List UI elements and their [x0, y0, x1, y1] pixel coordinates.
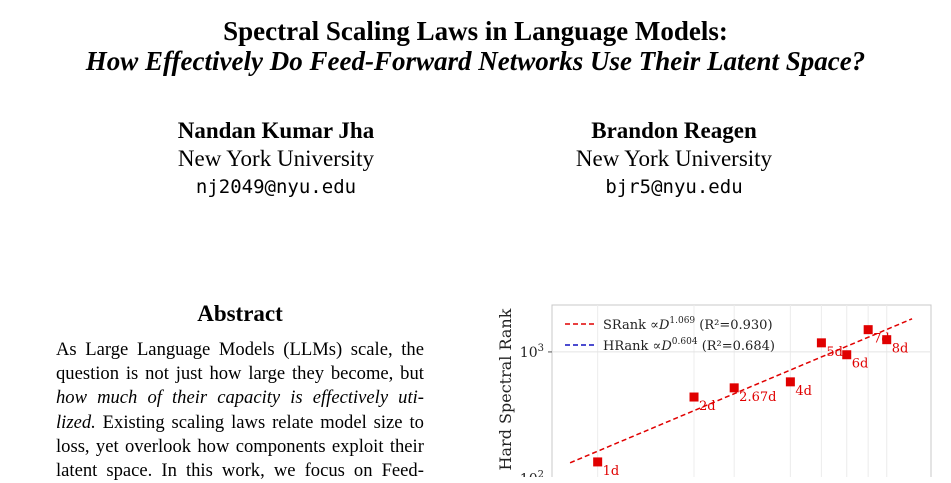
abstract-word: model [320, 411, 367, 433]
abstract-word: their [389, 435, 424, 457]
abstract-word: is [290, 387, 303, 409]
abstract-word: relate [272, 411, 314, 433]
author-name: Nandan Kumar Jha [177, 118, 375, 143]
data-point-label: 8d [892, 342, 909, 357]
abstract-word: the [401, 339, 424, 360]
data-point [842, 350, 852, 360]
abstract-word: just [175, 363, 203, 385]
abstract-word: Language [136, 339, 211, 360]
abstract-word: question [56, 363, 120, 385]
legend-entry: HRank ∝D0.604 (R²=0.684) [603, 337, 775, 354]
abstract-word: they [291, 363, 324, 385]
abstract-body: As Large Language Models (LLMs) scale, the ques… [56, 338, 424, 483]
abstract-word: yet [95, 435, 119, 457]
abstract-word: not [145, 363, 169, 385]
y-axis-label: Hard Spectral Rank [496, 308, 515, 470]
abstract-word: laws [231, 411, 266, 433]
abstract-word: space. [106, 460, 153, 482]
data-point [729, 383, 739, 393]
author-block-1: Nandan Kumar Jha New York University nj2… [111, 117, 441, 201]
abstract-word: exploit [331, 435, 384, 457]
abstract-word: Large [85, 339, 129, 360]
abstract-word: Models [218, 339, 275, 360]
author-affiliation: New York University [177, 146, 375, 171]
abstract-word: focus [304, 460, 345, 482]
abstract-word: size [373, 411, 403, 433]
abstract-word: how [197, 435, 230, 457]
data-point-label: 5d [826, 345, 843, 360]
abstract-word: lized. [56, 411, 96, 433]
abstract-line: how much of their capacity is effectively uti- [56, 386, 424, 410]
abstract-heading: Abstract [197, 301, 283, 326]
paper-title-line2: How Effectively Do Feed-Forward Networks… [85, 46, 866, 76]
abstract-word: how [209, 363, 242, 385]
abstract-word: of [147, 387, 162, 409]
abstract-line: latent space. In this work, we focus on Feed- [56, 459, 424, 483]
y-tick-label: 102 [520, 469, 544, 477]
author-email: nj2049@nyu.edu [195, 176, 357, 198]
data-point-label: 1d [603, 464, 620, 477]
abstract-word: latent [56, 460, 98, 482]
spectral-rank-chart: 102 103 Hard Spectral Rank 1d 2d 2.67d 4d 5d 6d 7… [496, 304, 932, 477]
author-block-2: Brandon Reagen New York University bjr5@… [509, 117, 839, 201]
data-point [593, 457, 603, 467]
abstract-word: capacity [217, 387, 281, 409]
legend-entry: SRank ∝D1.069 (R²=0.930) [603, 316, 773, 333]
abstract-word: loss, [56, 435, 90, 457]
abstract-word: their [171, 387, 208, 409]
author-name: Brandon Reagen [591, 118, 757, 143]
y-tick-label: 103 [520, 343, 544, 361]
abstract-word: uti- [398, 387, 424, 409]
abstract-word: large [248, 363, 286, 385]
abstract-line: As Large Language Models (LLMs) scale, the [56, 338, 424, 362]
abstract-word: overlook [124, 435, 192, 457]
data-point [863, 325, 873, 335]
data-point [785, 377, 795, 387]
abstract-word: on [353, 460, 373, 482]
abstract-line: question is not just how large they become, but [56, 362, 424, 386]
abstract-word: effectively [312, 387, 389, 409]
abstract-word: work, [221, 460, 265, 482]
abstract-word: components [235, 435, 326, 457]
abstract-word: much [97, 387, 138, 409]
abstract-word: Existing [102, 411, 165, 433]
author-email: bjr5@nyu.edu [605, 176, 743, 198]
paper-title-line1: Spectral Scaling Laws in Language Models… [223, 16, 728, 46]
abstract-word: Feed- [381, 460, 424, 482]
abstract-word: this [185, 460, 213, 482]
data-point-label: 2.67d [739, 390, 776, 405]
abstract-line: lized. Existing scaling laws relate model size… [56, 411, 424, 435]
data-point [816, 338, 826, 348]
abstract-word: scaling [171, 411, 225, 433]
abstract-word: As [56, 339, 77, 360]
data-point [689, 392, 699, 402]
author-affiliation: New York University [575, 146, 773, 171]
data-point [882, 335, 892, 345]
abstract-word: (LLMs) [283, 339, 343, 360]
data-point-label: 2d [699, 399, 716, 414]
abstract-word: In [161, 460, 177, 482]
abstract-line: loss, yet overlook how components exploit thei… [56, 435, 424, 459]
abstract-word: scale, [350, 339, 393, 360]
abstract-word: is [125, 363, 139, 385]
data-point-label: 4d [795, 384, 812, 399]
data-point-label: 7d [873, 476, 890, 477]
srank-fit-line [569, 318, 913, 464]
data-point-label: 6d [852, 357, 869, 372]
abstract-word: to [409, 411, 424, 433]
abstract-word: we [273, 460, 296, 482]
abstract-word: but [400, 363, 424, 385]
abstract-word: how [56, 387, 87, 409]
abstract-word: become, [330, 363, 394, 385]
